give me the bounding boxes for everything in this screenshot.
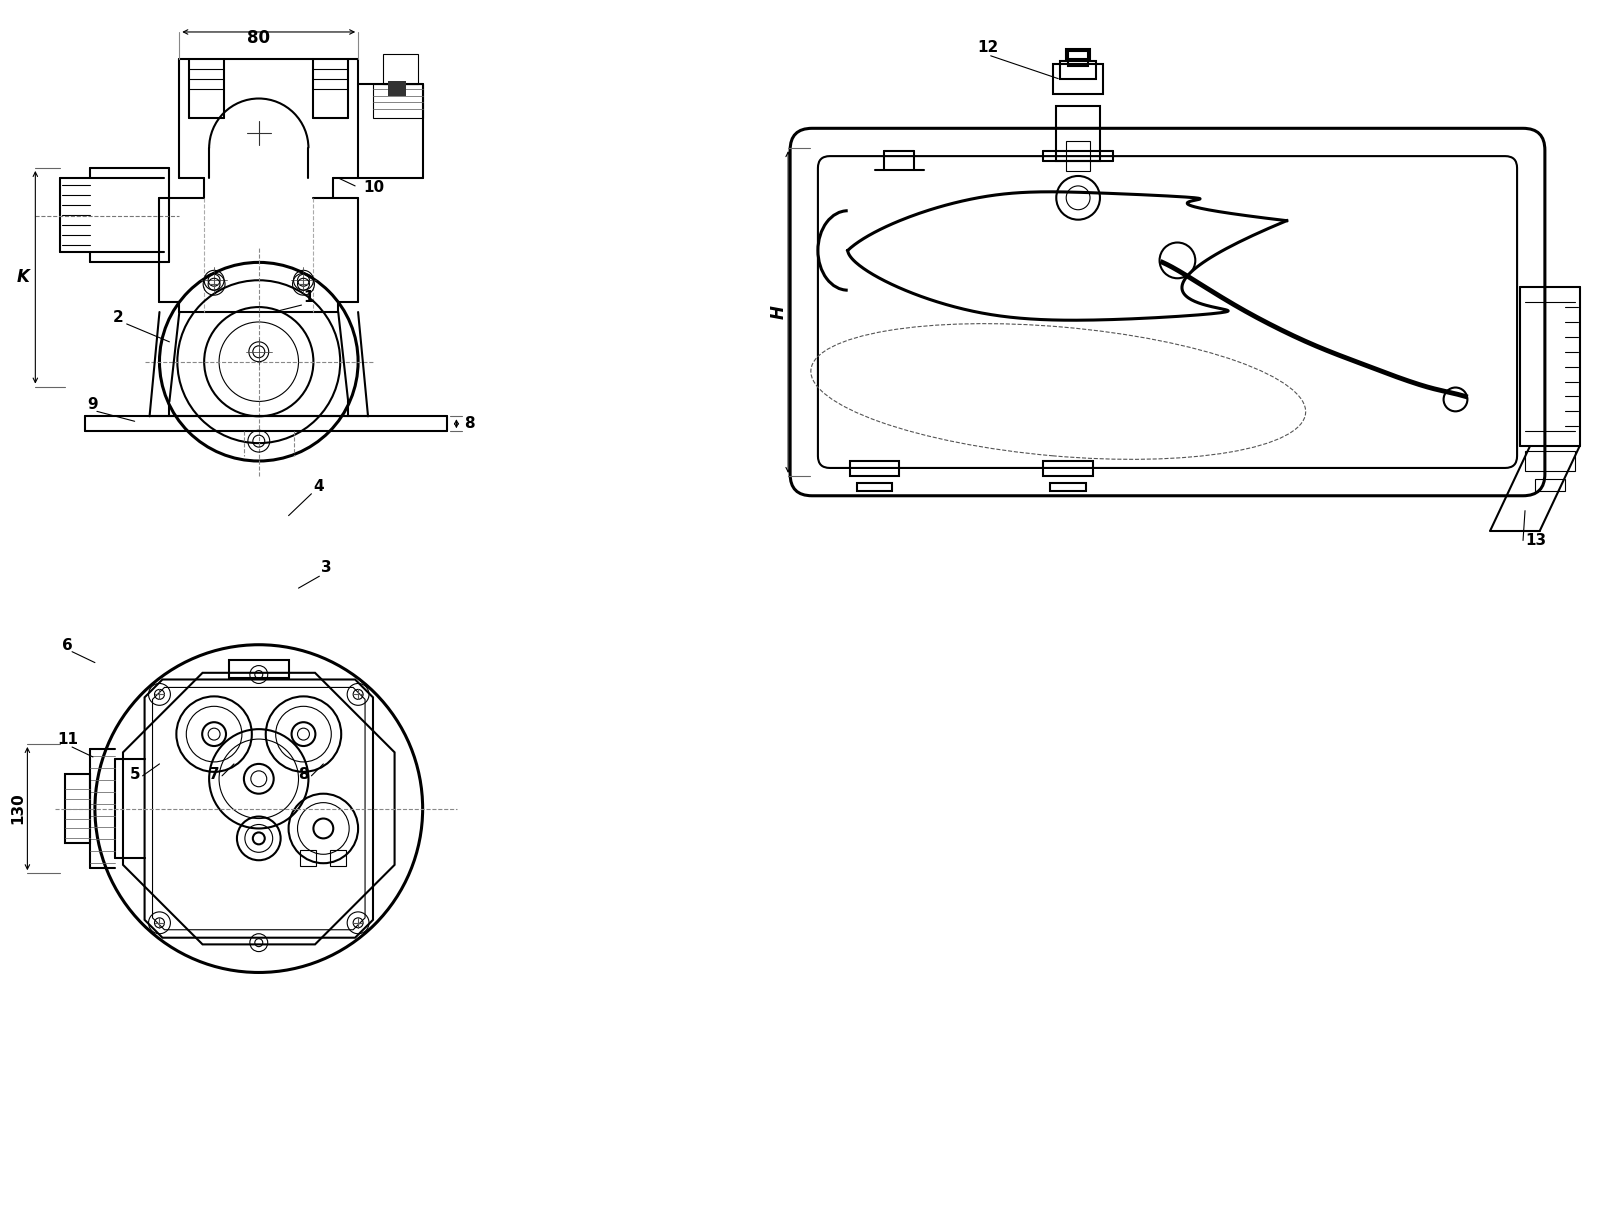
- Text: 130: 130: [10, 793, 24, 824]
- Text: 2: 2: [113, 310, 124, 325]
- Bar: [1066, 142, 1090, 171]
- Bar: [850, 461, 899, 476]
- Bar: [372, 84, 422, 119]
- Text: 9: 9: [87, 398, 98, 412]
- Text: 80: 80: [247, 29, 271, 47]
- Text: 8: 8: [298, 767, 310, 782]
- Bar: [1069, 51, 1088, 65]
- Text: 4: 4: [313, 479, 324, 493]
- Text: 8: 8: [464, 416, 476, 430]
- Text: 6: 6: [63, 638, 73, 653]
- Text: 13: 13: [1525, 533, 1546, 548]
- Bar: [856, 482, 893, 491]
- Text: 3: 3: [321, 560, 332, 576]
- Bar: [1043, 461, 1093, 476]
- Bar: [384, 53, 418, 84]
- Text: 5: 5: [129, 767, 140, 782]
- Bar: [1056, 107, 1099, 161]
- Text: 12: 12: [977, 40, 998, 55]
- Text: 7: 7: [210, 767, 219, 782]
- Bar: [1053, 64, 1103, 93]
- Text: 10: 10: [363, 181, 384, 195]
- Bar: [300, 851, 316, 867]
- Bar: [1066, 48, 1090, 59]
- Bar: [1525, 451, 1575, 471]
- Bar: [1051, 482, 1086, 491]
- Text: H: H: [769, 305, 787, 319]
- Bar: [388, 81, 406, 96]
- Text: 11: 11: [56, 732, 79, 747]
- Bar: [1061, 61, 1096, 79]
- Text: 1: 1: [303, 290, 314, 305]
- Text: K: K: [18, 268, 31, 286]
- Bar: [229, 659, 289, 678]
- Bar: [330, 851, 347, 867]
- Bar: [1535, 479, 1565, 491]
- Bar: [64, 773, 90, 844]
